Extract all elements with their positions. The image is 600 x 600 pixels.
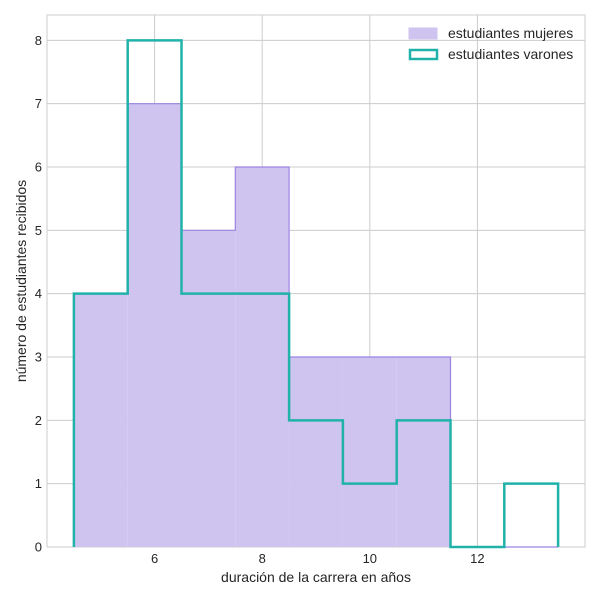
- legend-swatch-mujeres: [408, 27, 438, 40]
- series-layer: [72, 39, 560, 549]
- bar-mujeres: [342, 357, 397, 547]
- y-tick-label: 2: [35, 413, 42, 428]
- x-axis-label: duración de la carrera en años: [221, 569, 411, 585]
- y-tick-label: 1: [35, 476, 42, 491]
- y-axis-label: número de estudiantes recibidos: [13, 180, 29, 382]
- x-tick-label: 12: [470, 551, 484, 566]
- legend-swatch-varones: [408, 48, 439, 61]
- bar-mujeres: [127, 103, 182, 548]
- bar-mujeres: [181, 230, 236, 548]
- y-tick-label: 3: [35, 350, 42, 365]
- legend-label-varones: estudiantes varones: [448, 46, 573, 62]
- legend: estudiantes mujeres estudiantes varones: [408, 25, 573, 62]
- bar-mujeres: [396, 357, 451, 547]
- x-tick-label: 8: [259, 551, 266, 566]
- step-line-varones: [72, 39, 560, 549]
- y-tick-label: 5: [35, 223, 42, 238]
- bar-mujeres: [73, 293, 128, 547]
- y-tick-label: 7: [35, 96, 42, 111]
- legend-label-mujeres: estudiantes mujeres: [448, 25, 573, 41]
- y-tick-label: 4: [35, 286, 42, 301]
- bar-mujeres: [235, 167, 290, 547]
- x-tick-label: 10: [363, 551, 377, 566]
- bar-mujeres: [289, 357, 343, 547]
- y-tick-label: 0: [35, 540, 42, 555]
- y-tick-label: 8: [35, 33, 42, 48]
- y-tick-label: 6: [35, 160, 42, 175]
- x-tick-label: 6: [151, 551, 158, 566]
